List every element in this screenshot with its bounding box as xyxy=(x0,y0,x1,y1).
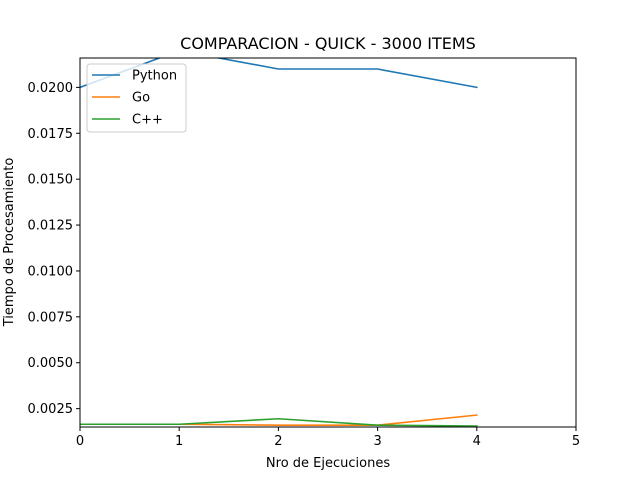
y-tick-label: 0.0050 xyxy=(28,356,74,371)
y-axis: 0.0025 0.0050 0.0075 0.0100 0.0125 0.0150 0.01… xyxy=(28,81,80,417)
x-axis: 0 1 2 3 4 5 xyxy=(76,427,580,449)
legend-label: Go xyxy=(132,91,150,106)
series-line-c xyxy=(80,417,478,427)
series-line-python xyxy=(80,58,478,89)
chart-title: COMPARACION - QUICK - 3000 ITEMS xyxy=(180,34,476,53)
legend-label: Python xyxy=(132,69,177,84)
y-tick-label: 0.0125 xyxy=(28,219,74,234)
x-axis-label: Nro de Ejecuciones xyxy=(266,456,390,471)
y-tick-label: 0.0075 xyxy=(28,310,74,325)
y-axis-label: Tiempo de Procesamiento xyxy=(2,158,17,328)
x-tick-label: 5 xyxy=(572,434,580,449)
x-tick-label: 0 xyxy=(76,434,84,449)
x-tick-label: 1 xyxy=(175,434,183,449)
y-tick-label: 0.0025 xyxy=(28,402,74,417)
series-lines xyxy=(80,58,478,427)
x-tick-label: 4 xyxy=(473,434,481,449)
y-tick-label: 0.0175 xyxy=(28,127,74,142)
legend: Python Go C++ xyxy=(86,63,187,133)
x-tick-label: 2 xyxy=(274,434,282,449)
y-tick-label: 0.0200 xyxy=(28,81,74,96)
plot-frame xyxy=(79,57,577,428)
y-tick-label: 0.0100 xyxy=(28,264,74,279)
x-tick-label: 3 xyxy=(373,434,381,449)
y-tick-label: 0.0150 xyxy=(28,173,74,188)
legend-label: C++ xyxy=(132,113,163,128)
legend-box xyxy=(86,63,187,133)
